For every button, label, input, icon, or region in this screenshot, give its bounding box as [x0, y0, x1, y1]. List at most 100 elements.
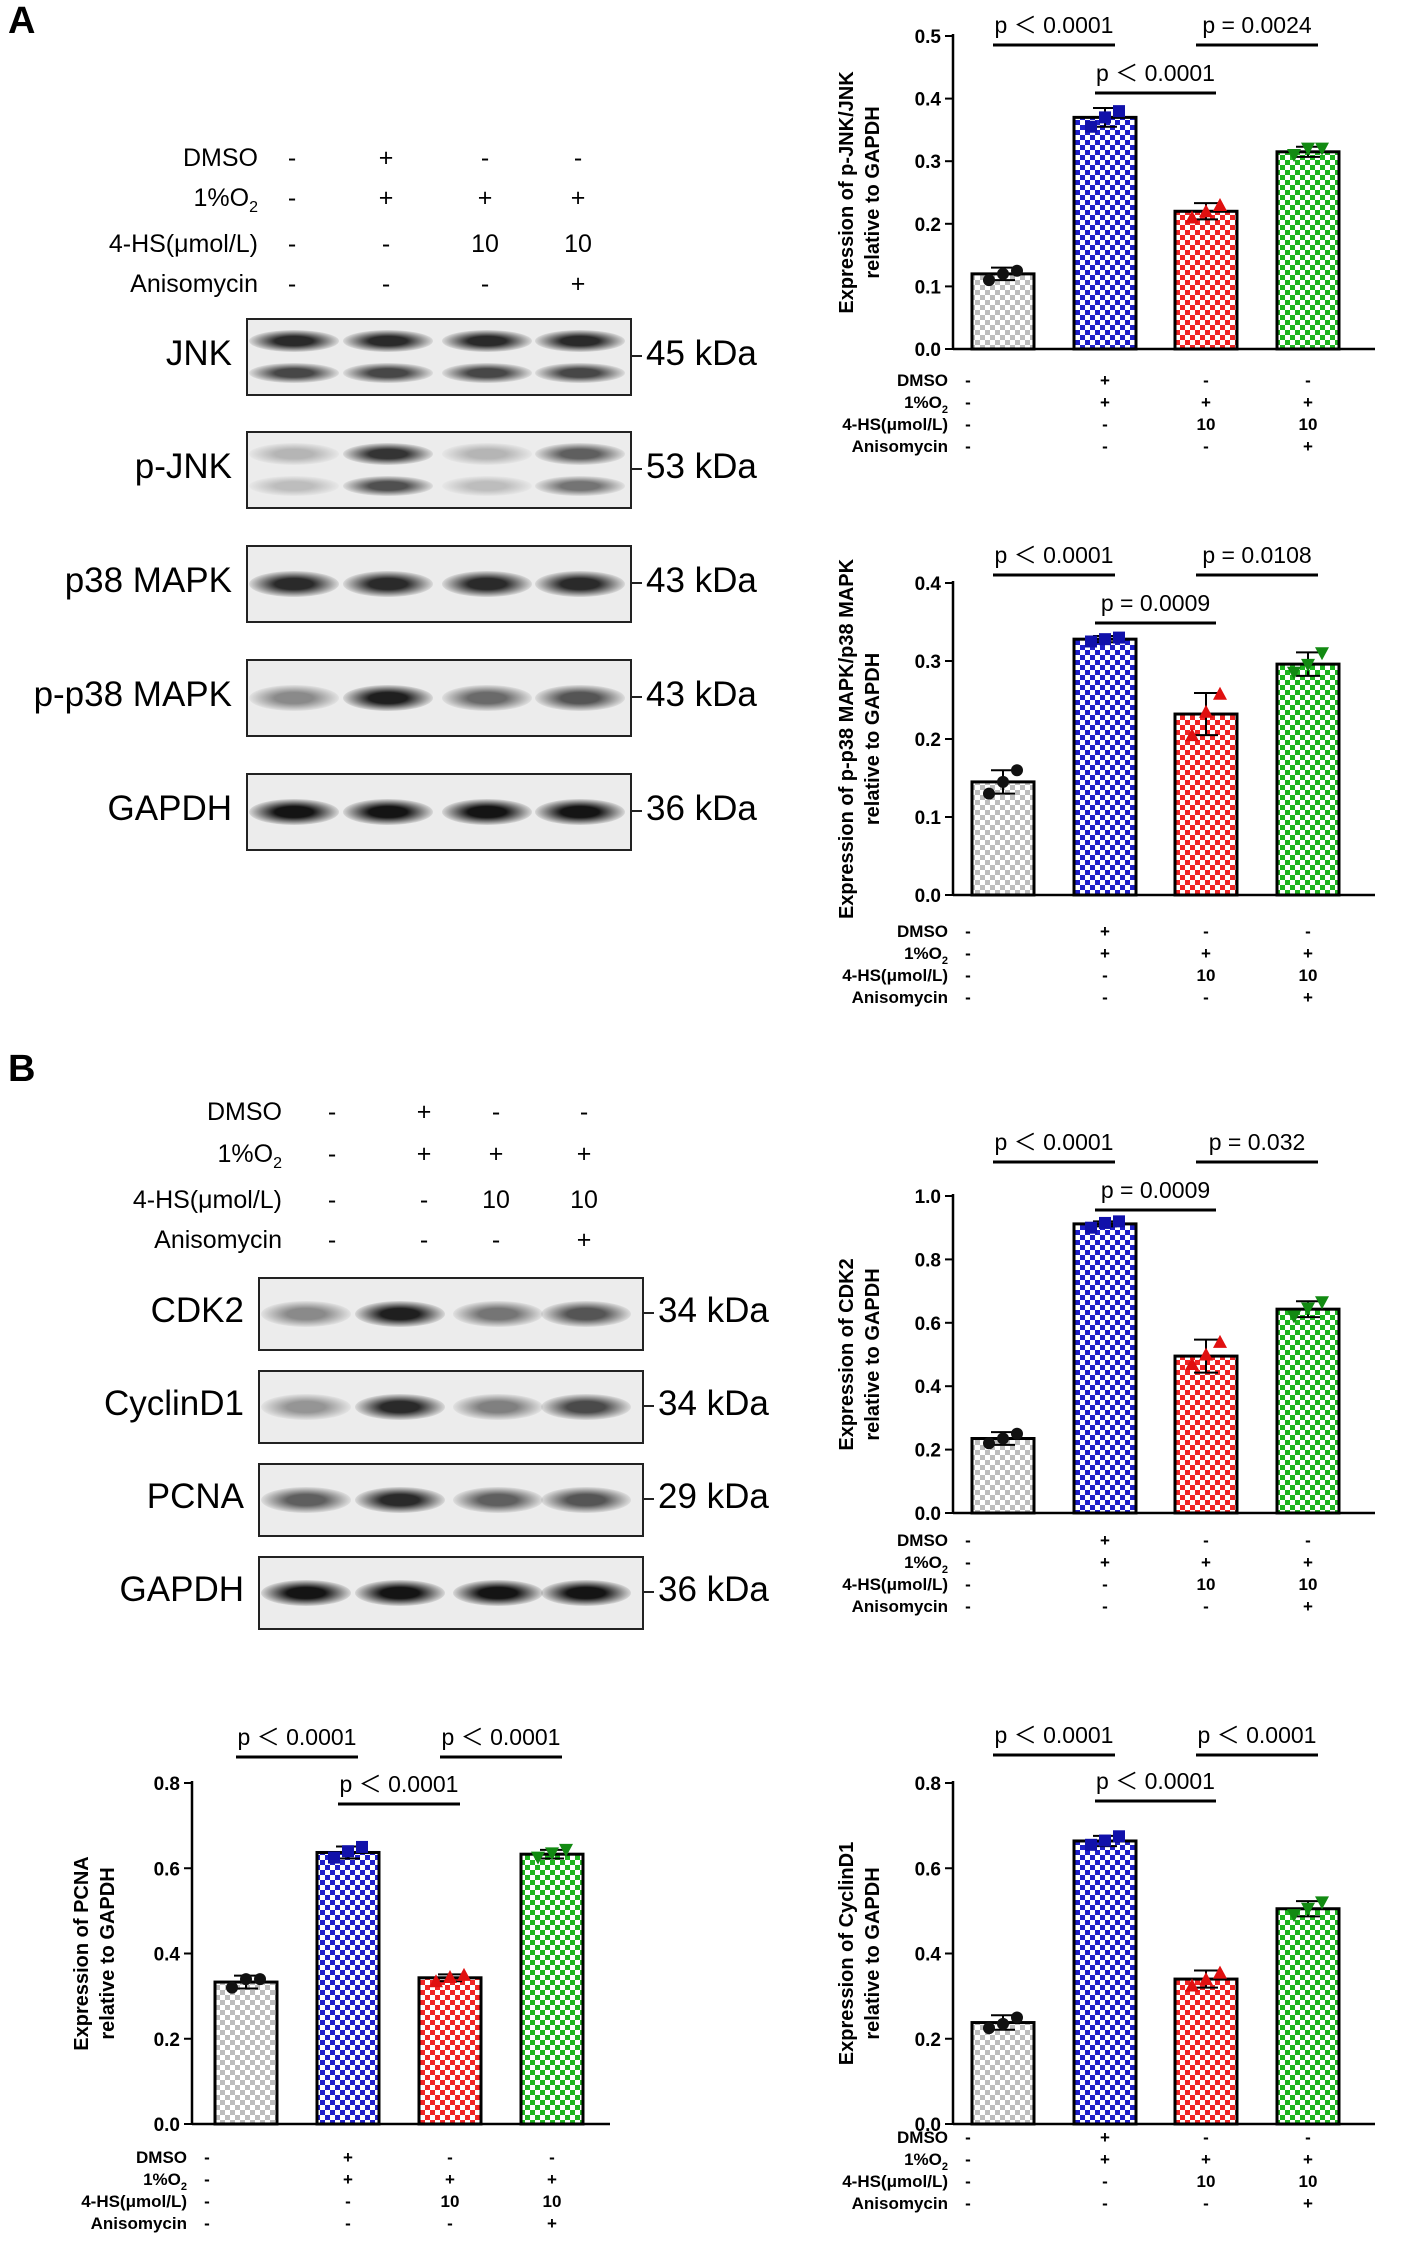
y-axis-title: relative to GAPDH — [862, 1867, 884, 2039]
blot-band — [453, 1580, 543, 1606]
kda-label: 36 kDa — [646, 789, 757, 828]
data-point — [1287, 1909, 1301, 1923]
blot-band — [541, 1301, 631, 1327]
chart-condition-value: + — [1303, 988, 1313, 1007]
data-point — [1287, 666, 1301, 680]
kda-label: 53 kDa — [646, 447, 757, 486]
bar-chart-p-jnk-jnk: 0.0 0.1 0.2 0.3 0.4 0.5 Expression of p-JNK/JN… — [836, 12, 1375, 456]
p-value-label: p ＜ 0.0001 — [442, 1724, 561, 1750]
kda-tick — [642, 1312, 654, 1314]
chart-condition-value: + — [1100, 2128, 1110, 2147]
condition-label: 1%O2 — [0, 184, 259, 217]
y-tick-label: 0.2 — [915, 2030, 941, 2051]
chart-condition-label: 1%O2 — [143, 2170, 187, 2193]
chart-condition-value: 10 — [1197, 966, 1216, 985]
chart-condition-dash: - — [965, 988, 971, 1007]
y-tick-label: 0.4 — [915, 574, 942, 595]
chart-condition-label: 1%O2 — [904, 1553, 948, 1576]
blot-band — [442, 363, 532, 384]
chart-condition-label-sub: 2 — [942, 2161, 948, 2173]
chart-condition-value: - — [1102, 415, 1108, 434]
condition-label-sub: 2 — [273, 1155, 282, 1172]
condition-value: 10 — [570, 1186, 598, 1214]
data-point — [1185, 1978, 1199, 1992]
data-point — [356, 1840, 368, 1853]
y-tick-label: 0.4 — [915, 90, 942, 111]
chart-condition-dash: - — [204, 2148, 210, 2167]
condition-value: - — [480, 270, 490, 298]
data-point — [429, 1974, 443, 1988]
y-axis-title: relative to GAPDH — [862, 1268, 884, 1440]
chart-condition-label: 4-HS(μmol/L) — [842, 2172, 948, 2191]
blot-label: p38 MAPK — [64, 561, 232, 600]
condition-value: - — [381, 230, 391, 258]
y-tick-label: 0.6 — [154, 1859, 180, 1880]
blot-band — [355, 1301, 445, 1327]
bar — [1072, 1222, 1138, 1515]
chart-condition-value: + — [1303, 944, 1313, 963]
blot-band — [261, 1301, 351, 1327]
chart-condition-label: 4-HS(μmol/L) — [842, 966, 948, 985]
bar — [417, 1976, 483, 2126]
chart-condition-value: - — [345, 2192, 351, 2211]
data-point — [545, 1847, 559, 1861]
y-axis-title: Expression of CyclinD1 — [836, 1842, 858, 2065]
data-point — [1315, 142, 1329, 156]
chart-condition-dash: - — [204, 2170, 210, 2189]
condition-value: 10 — [564, 230, 592, 258]
condition-value: + — [416, 1140, 432, 1168]
chart-condition-value: - — [1203, 1531, 1209, 1550]
p-value-label: p ＜ 0.0001 — [995, 12, 1114, 38]
bar — [1173, 712, 1239, 897]
bar — [1173, 209, 1239, 351]
data-point — [1213, 198, 1227, 212]
kda-label: 43 kDa — [646, 675, 757, 714]
data-point — [997, 267, 1009, 280]
chart-condition-label-main: 1%O — [904, 1553, 942, 1572]
chart-condition-value: 10 — [543, 2192, 562, 2211]
chart-condition-label: Anisomycin — [91, 2214, 187, 2233]
data-point — [1099, 633, 1111, 646]
blot-label: GAPDH — [107, 789, 232, 828]
chart-condition-value: - — [1203, 437, 1209, 456]
condition-label: 4-HS(μmol/L) — [108, 230, 258, 258]
blot-strip — [258, 1370, 644, 1444]
condition-label: Anisomycin — [130, 270, 258, 298]
chart-condition-dash: - — [965, 966, 971, 985]
data-point — [1085, 1221, 1097, 1234]
chart-condition-value: + — [1303, 2194, 1313, 2213]
blot-strip — [246, 431, 632, 509]
bar — [213, 1980, 279, 2126]
y-tick-label: 0.2 — [915, 730, 941, 751]
chart-condition-value: - — [1305, 1531, 1311, 1550]
condition-value: + — [570, 184, 586, 212]
p-value-label: p ＜ 0.0001 — [995, 1722, 1114, 1748]
chart-condition-value: + — [1303, 437, 1313, 456]
chart-condition-value: + — [1100, 1553, 1110, 1572]
y-tick-label: 0.0 — [915, 886, 941, 907]
chart-condition-label: 4-HS(μmol/L) — [842, 415, 948, 434]
y-tick-label: 0.3 — [915, 652, 941, 673]
bar — [519, 1852, 585, 2126]
chart-condition-value: - — [549, 2148, 555, 2167]
data-point — [997, 2017, 1009, 2030]
blot-band — [261, 1394, 351, 1420]
chart-condition-label: DMSO — [897, 1531, 948, 1550]
bar — [1072, 115, 1138, 351]
condition-value: + — [576, 1140, 592, 1168]
condition-value: - — [419, 1186, 429, 1214]
p-value-label: p = 0.0108 — [1202, 542, 1311, 568]
condition-value: - — [287, 230, 297, 258]
condition-value: - — [491, 1226, 501, 1254]
blot-strip — [246, 545, 632, 623]
data-point — [1113, 1830, 1125, 1843]
chart-condition-label: Anisomycin — [852, 1597, 948, 1616]
chart-condition-label: DMSO — [897, 2128, 948, 2147]
chart-condition-label-main: 1%O — [143, 2170, 181, 2189]
bar — [315, 1850, 381, 2126]
blot-band — [535, 329, 625, 352]
bar — [1173, 1977, 1239, 2126]
chart-condition-value: + — [1303, 1597, 1313, 1616]
bar — [970, 780, 1036, 897]
data-point — [1099, 1216, 1111, 1229]
